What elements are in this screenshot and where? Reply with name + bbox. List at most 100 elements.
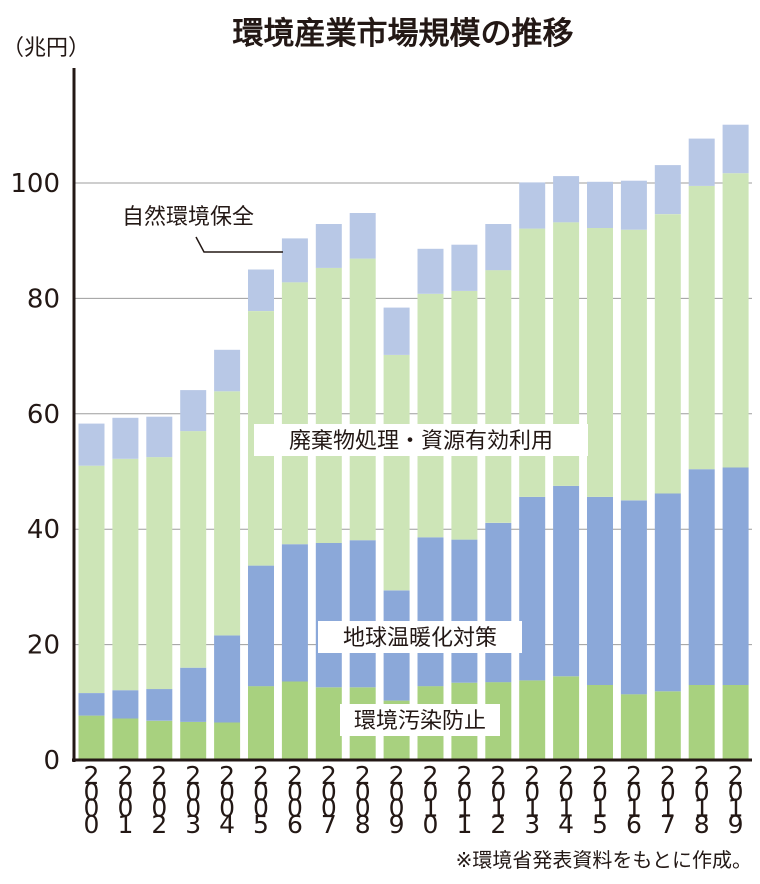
x-tick-2012-digit: 2 xyxy=(490,810,506,839)
y-tick-100: 100 xyxy=(10,169,60,199)
bar-2000-series-0 xyxy=(78,715,105,760)
bar-2001-series-1 xyxy=(112,690,139,719)
leader-line xyxy=(195,236,283,253)
x-tick-2012-digit: 2 xyxy=(490,761,506,790)
x-tick-labels: 2000200120022003200420052006200720082009… xyxy=(84,761,744,839)
bar-2012-series-3 xyxy=(485,224,512,271)
x-tick-2008-digit: 2 xyxy=(355,761,371,790)
bars xyxy=(78,124,749,760)
x-tick-2014-digit: 0 xyxy=(558,777,574,806)
x-tick-2005-digit: 0 xyxy=(253,777,269,806)
bar-2012-series-2 xyxy=(485,270,512,523)
bar-2007-series-1 xyxy=(315,543,342,688)
x-tick-2009-digit: 9 xyxy=(389,810,405,839)
x-tick-2011-digit: 0 xyxy=(456,777,472,806)
x-tick-2003-digit: 2 xyxy=(185,761,201,790)
x-tick-2016-digit: 2 xyxy=(626,761,642,790)
x-tick-2002-digit: 0 xyxy=(151,777,167,806)
x-tick-2002-digit: 2 xyxy=(151,810,167,839)
x-tick-2015-digit: 5 xyxy=(592,810,608,839)
x-tick-2009-digit: 2 xyxy=(389,761,405,790)
bar-2010-series-2 xyxy=(417,293,444,538)
bar-2006-series-1 xyxy=(281,544,308,682)
bar-2016-series-0 xyxy=(620,694,647,760)
bar-2019-series-1 xyxy=(722,467,749,685)
x-tick-2004-digit: 0 xyxy=(219,777,235,806)
bar-2003-series-2 xyxy=(180,431,207,668)
bar-2000-series-1 xyxy=(78,693,105,716)
bar-2016-series-3 xyxy=(620,180,647,230)
bar-2013-series-3 xyxy=(519,182,546,229)
bar-2004-series-2 xyxy=(214,391,241,636)
x-tick-2011-digit: 1 xyxy=(456,794,472,823)
bar-2002-series-3 xyxy=(146,416,173,458)
x-tick-2015-digit: 1 xyxy=(592,794,608,823)
x-tick-2013-digit: 0 xyxy=(524,777,540,806)
bar-2012-series-1 xyxy=(485,522,512,683)
bar-2003-series-1 xyxy=(180,667,207,722)
y-tick-80: 80 xyxy=(27,284,60,314)
x-tick-2007-digit: 0 xyxy=(321,794,337,823)
x-tick-2011-digit: 1 xyxy=(456,810,472,839)
bar-2004-series-0 xyxy=(214,722,241,760)
x-tick-2013-digit: 2 xyxy=(524,761,540,790)
bar-2003-series-0 xyxy=(180,721,207,760)
x-tick-2004-digit: 4 xyxy=(219,810,235,839)
axes xyxy=(72,68,752,762)
x-tick-2017-digit: 0 xyxy=(660,777,676,806)
bar-2014-series-0 xyxy=(553,676,580,760)
y-axis-unit-label: （兆円） xyxy=(2,36,90,61)
bar-2016-series-2 xyxy=(620,229,647,501)
bar-2001-series-2 xyxy=(112,458,139,691)
x-tick-2000-digit: 0 xyxy=(84,810,100,839)
x-tick-2019-digit: 2 xyxy=(728,761,744,790)
x-tick-2003-digit: 0 xyxy=(185,777,201,806)
bar-2001-series-3 xyxy=(112,417,139,459)
x-tick-2010-digit: 2 xyxy=(423,761,439,790)
bar-2011-series-2 xyxy=(451,290,478,540)
x-tick-2019-digit: 1 xyxy=(728,794,744,823)
x-tick-2000-digit: 0 xyxy=(84,794,100,823)
bar-2014-series-1 xyxy=(553,485,580,677)
x-tick-2007-digit: 2 xyxy=(321,761,337,790)
x-tick-2017-digit: 1 xyxy=(660,794,676,823)
bar-2013-series-1 xyxy=(519,496,546,681)
x-tick-2017-digit: 7 xyxy=(660,810,676,839)
x-tick-2006-digit: 0 xyxy=(287,794,303,823)
bar-2001-series-0 xyxy=(112,718,139,760)
bar-2013-series-2 xyxy=(519,228,546,497)
y-tick-20: 20 xyxy=(27,631,60,661)
x-tick-2009-digit: 0 xyxy=(389,777,405,806)
bar-2010-series-1 xyxy=(417,537,444,687)
bar-2017-series-1 xyxy=(654,493,681,692)
x-tick-2001-digit: 2 xyxy=(117,761,133,790)
x-tick-2012-digit: 1 xyxy=(490,794,506,823)
x-tick-2011-digit: 2 xyxy=(456,761,472,790)
x-tick-2007-digit: 7 xyxy=(321,810,337,839)
x-tick-2002-digit: 2 xyxy=(151,761,167,790)
x-tick-2001-digit: 0 xyxy=(117,777,133,806)
bar-2019-series-0 xyxy=(722,685,749,760)
y-tick-60: 60 xyxy=(27,400,60,430)
source-note: ※環境省発表資料をもとに作成。 xyxy=(456,848,752,872)
bar-2003-series-3 xyxy=(180,390,207,432)
x-tick-2016-digit: 0 xyxy=(626,777,642,806)
bar-2008-series-3 xyxy=(349,213,376,259)
bar-2007-series-3 xyxy=(315,224,342,268)
bar-2011-series-3 xyxy=(451,244,478,291)
bar-2017-series-3 xyxy=(654,165,681,215)
x-tick-2013-digit: 3 xyxy=(524,810,540,839)
bar-2009-series-2 xyxy=(383,354,410,591)
bar-2010-series-3 xyxy=(417,248,444,294)
bar-2014-series-3 xyxy=(553,176,580,223)
x-tick-2005-digit: 2 xyxy=(253,761,269,790)
x-tick-2018-digit: 2 xyxy=(694,761,710,790)
x-tick-2018-digit: 1 xyxy=(694,794,710,823)
